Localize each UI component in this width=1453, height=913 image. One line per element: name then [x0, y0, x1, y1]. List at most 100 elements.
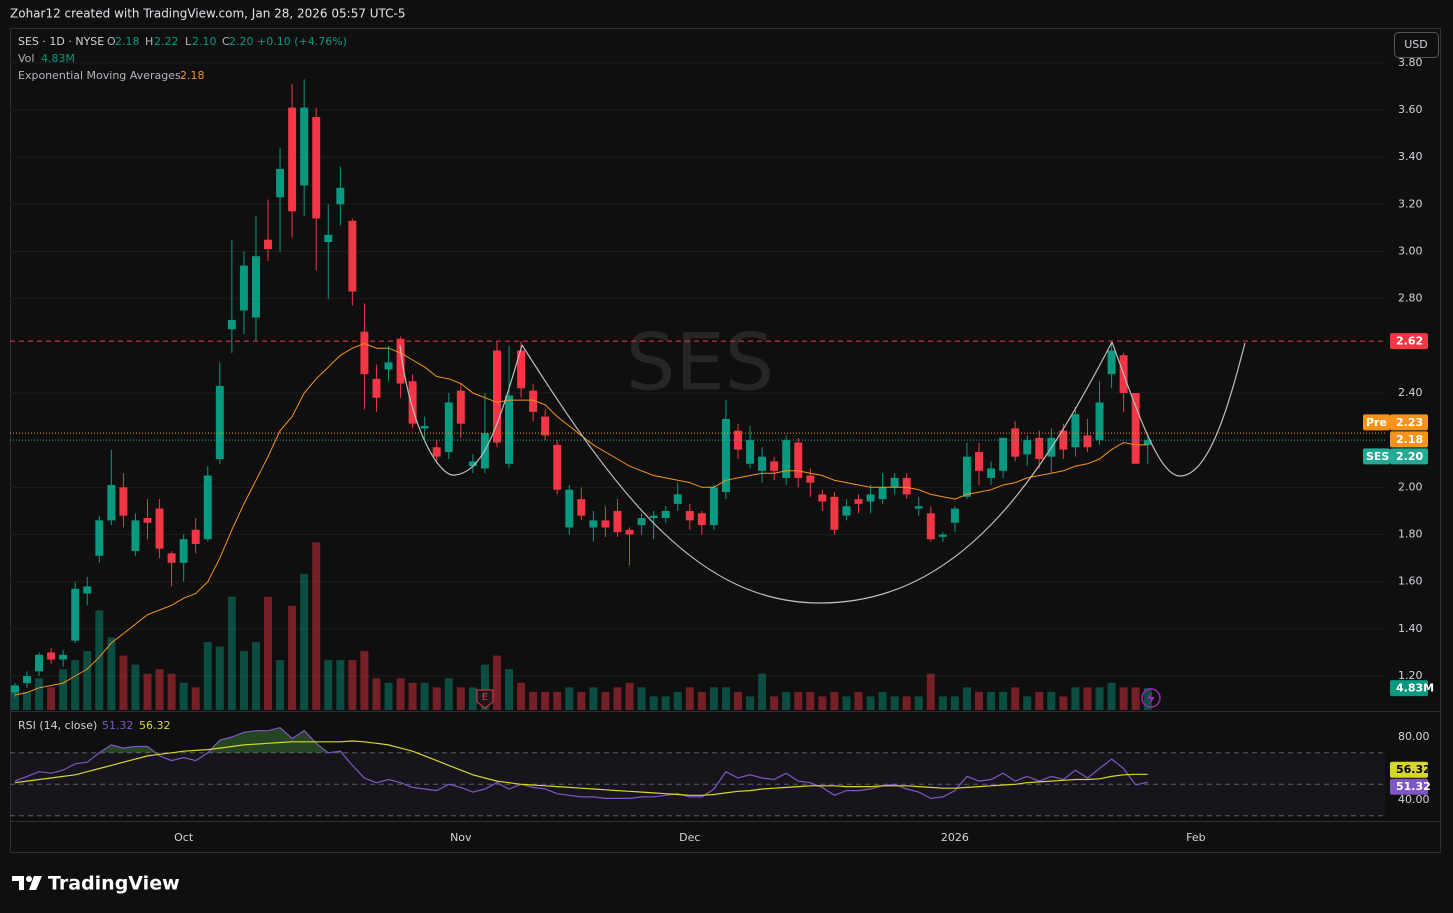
- volume-bar: [649, 696, 658, 710]
- volume-bar: [854, 691, 863, 710]
- logo-shape: [29, 876, 42, 890]
- candle-body: [517, 350, 526, 389]
- candle-body: [83, 586, 92, 594]
- volume-bar: [179, 682, 188, 710]
- candle-body: [685, 510, 694, 521]
- volume-bar: [288, 605, 297, 710]
- candle-body: [384, 362, 393, 370]
- ohlc-value: 2.18: [115, 35, 140, 48]
- candle-body: [1035, 437, 1044, 460]
- volume-bar: [746, 696, 755, 710]
- candle-body: [673, 494, 682, 504]
- candle-body: [191, 529, 200, 544]
- volume-bar: [119, 655, 128, 710]
- volume-bar: [902, 696, 911, 710]
- cup-handle-drawing: [399, 341, 1246, 604]
- volume-bar: [975, 691, 983, 710]
- axis-name-box: [1363, 414, 1390, 431]
- currency[interactable]: USD: [1404, 38, 1428, 51]
- volume-bar: [227, 596, 236, 710]
- vol-key: Vol: [18, 52, 34, 65]
- volume-bar: [432, 687, 441, 710]
- drawing-curve: [399, 344, 523, 476]
- candle-body: [1095, 402, 1104, 441]
- volume-bar: [914, 696, 923, 710]
- candle-body: [818, 494, 827, 502]
- volume-bar: [589, 687, 598, 710]
- y-tick-label: 3.20: [1398, 197, 1423, 210]
- candle-body: [1143, 440, 1152, 445]
- axis-label-box: [1390, 414, 1428, 431]
- volume-bar: [709, 687, 718, 710]
- candle-body: [239, 265, 248, 311]
- volume-bar: [734, 691, 742, 710]
- candle-body: [288, 107, 297, 212]
- candle-body: [601, 520, 610, 528]
- volume-bar: [300, 574, 309, 710]
- currency-button[interactable]: USD: [1394, 32, 1439, 58]
- candle-body: [782, 440, 791, 478]
- volume-bar: [661, 696, 670, 710]
- volume-bar: [637, 687, 646, 710]
- volume-bar: [938, 696, 947, 710]
- x-tick-label: 2026: [941, 831, 969, 844]
- volume-bar: [1047, 691, 1056, 710]
- y-tick-label: 1.20: [1398, 669, 1423, 682]
- volume-bar: [830, 691, 839, 710]
- candle-body: [721, 418, 730, 493]
- candle-body: [336, 187, 345, 205]
- candle-body: [1131, 392, 1140, 464]
- volume-bar: [770, 696, 779, 710]
- ohlc-value: 2.20: [229, 35, 254, 48]
- candle-body: [505, 395, 514, 464]
- x-tick-label: Oct: [174, 831, 194, 844]
- axis-label: 2.20: [1396, 450, 1423, 463]
- volume-bar: [758, 673, 767, 710]
- candle-body: [565, 489, 574, 528]
- axis-label-box: [1390, 448, 1428, 465]
- grid: [10, 62, 1385, 677]
- ohlc-key: C: [222, 35, 230, 48]
- candle-body: [155, 508, 164, 549]
- button-frame[interactable]: [1394, 32, 1439, 58]
- ohlc-value: 2.22: [154, 35, 179, 48]
- volume-bar: [721, 687, 730, 710]
- volume-bar: [1143, 688, 1152, 710]
- volume-bar: [987, 691, 996, 710]
- volume-bar: [456, 687, 465, 710]
- candle-body: [251, 256, 260, 318]
- earnings-label: E: [482, 692, 488, 703]
- drawing-curve: [521, 341, 1113, 604]
- volume-bar: [926, 673, 935, 710]
- volume-bar: [962, 687, 971, 710]
- volume-bar: [842, 696, 851, 710]
- y-tick-label: 3.80: [1398, 56, 1423, 69]
- candle-body: [47, 652, 56, 660]
- volume-bar: [697, 691, 706, 710]
- axis-name: SES: [1366, 450, 1389, 463]
- volume-bar: [601, 691, 610, 710]
- icon-ring[interactable]: [1141, 688, 1161, 708]
- x-tick-label: Nov: [450, 831, 472, 844]
- volume-bar: [10, 687, 19, 710]
- axis-label-box: [1390, 778, 1428, 795]
- axis-name-box: [1363, 448, 1390, 465]
- candle-body: [890, 477, 899, 488]
- alert-icon[interactable]: [1141, 688, 1161, 708]
- candle-body: [1023, 440, 1032, 455]
- x-tick-label: Dec: [679, 831, 700, 844]
- axis-label: 51.32: [1396, 780, 1431, 793]
- candle-body: [830, 496, 839, 530]
- y-tick-label: 1.80: [1398, 528, 1423, 541]
- candle-body: [938, 534, 947, 537]
- volume-bar: [372, 678, 381, 710]
- change: +0.10 (+4.76%): [257, 35, 347, 48]
- candle-body: [143, 518, 152, 523]
- candle-body: [59, 654, 68, 660]
- volume-bar: [71, 660, 80, 710]
- icon-bolt[interactable]: [1147, 692, 1155, 705]
- candle-body: [709, 487, 718, 526]
- y-tick-label: 3.00: [1398, 244, 1423, 257]
- candle-body: [577, 499, 586, 516]
- candle-body: [842, 506, 851, 516]
